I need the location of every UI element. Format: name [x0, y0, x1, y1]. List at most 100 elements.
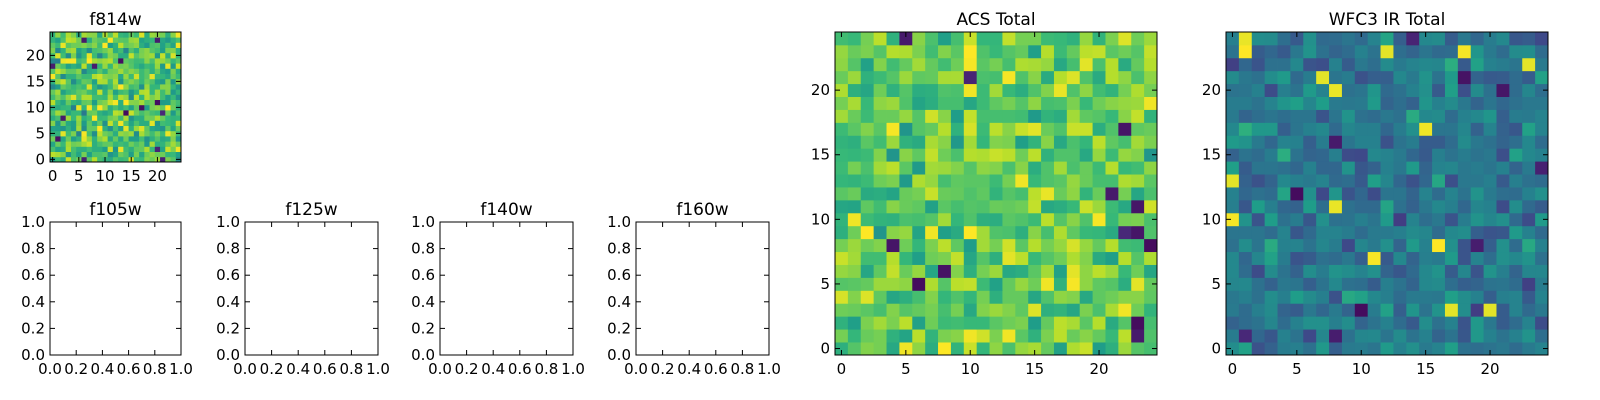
heatmap-cell	[1303, 212, 1317, 227]
heatmap-cell	[1144, 122, 1158, 136]
heatmap-cell	[154, 78, 161, 85]
heatmap-cell	[1432, 148, 1446, 162]
heatmap-cell	[963, 135, 978, 149]
heatmap-cell	[165, 141, 171, 147]
heatmap-cell	[65, 37, 72, 43]
heatmap-cell	[873, 264, 887, 278]
heatmap-cell	[112, 104, 119, 111]
heatmap-cell	[1354, 161, 1369, 175]
heatmap-cell	[1393, 187, 1407, 201]
heatmap-cell	[1238, 290, 1253, 304]
heatmap-cell	[55, 130, 61, 137]
heatmap-cell	[1380, 264, 1394, 278]
heatmap-cell	[1419, 187, 1433, 201]
heatmap-cell	[1522, 199, 1536, 214]
heatmap-cell	[149, 125, 156, 132]
heatmap-cell	[86, 37, 93, 43]
axes-frame	[49, 31, 182, 163]
heatmap-cell	[1002, 57, 1016, 72]
heatmap-cell	[1341, 238, 1356, 253]
y-tick-label: 15	[1202, 146, 1221, 164]
x-tick-label: 0.0	[428, 360, 452, 378]
heatmap-cell	[65, 99, 72, 106]
heatmap-cell	[175, 115, 182, 121]
heatmap-cell	[165, 130, 171, 137]
heatmap-cell	[1053, 96, 1068, 110]
heatmap-cell	[1041, 187, 1055, 201]
heatmap-cell	[1329, 225, 1343, 240]
heatmap-cell	[938, 109, 952, 123]
heatmap-cell	[97, 136, 103, 142]
heatmap-cell	[835, 199, 849, 214]
heatmap-cell	[1380, 199, 1394, 214]
heatmap-cell	[91, 141, 98, 147]
heatmap-cell	[925, 122, 939, 136]
heatmap-cell	[1028, 135, 1042, 149]
heatmap-cell	[1277, 148, 1291, 162]
heatmap-cell	[107, 94, 114, 100]
heatmap-cell	[950, 199, 965, 214]
heatmap-cell	[1118, 174, 1132, 188]
heatmap-cell	[1367, 277, 1381, 291]
heatmap-cell	[847, 316, 862, 330]
heatmap-cell	[1354, 225, 1369, 240]
heatmap-cell	[81, 68, 88, 74]
heatmap-cell	[1118, 148, 1132, 162]
heatmap-cell	[989, 44, 1003, 59]
heatmap-cell	[1483, 187, 1497, 201]
heatmap-cell	[1041, 225, 1055, 240]
heatmap-cell	[1380, 135, 1394, 149]
heatmap-cell	[835, 238, 849, 253]
heatmap-cell	[1444, 290, 1459, 304]
heatmap-cell	[1470, 303, 1484, 317]
y-tick-label: 0	[35, 150, 45, 168]
heatmap-cell	[154, 120, 161, 126]
heatmap-cell	[1496, 44, 1510, 59]
heatmap-cell	[1303, 57, 1317, 72]
heatmap-cell	[1144, 135, 1158, 149]
heatmap-cell	[1432, 174, 1446, 188]
heatmap-cell	[1329, 303, 1343, 317]
heatmap-cell	[139, 136, 145, 142]
heatmap-cell	[112, 42, 119, 48]
heatmap-cell	[1496, 70, 1510, 85]
heatmap-cell	[1144, 342, 1158, 356]
heatmap-cell	[1393, 96, 1407, 110]
heatmap-cell	[1341, 342, 1356, 356]
heatmap-cell	[1264, 161, 1278, 175]
heatmap-cell	[1354, 303, 1369, 317]
heatmap-cell	[154, 47, 161, 54]
heatmap-cell	[1028, 212, 1042, 227]
heatmap-cell	[976, 277, 990, 291]
heatmap-cell	[102, 146, 109, 152]
heatmap-cell	[860, 290, 875, 304]
heatmap-cell	[55, 120, 61, 126]
heatmap-cell	[873, 57, 887, 72]
heatmap-cell	[139, 151, 145, 158]
heatmap-cells	[50, 32, 182, 163]
heatmap-cell	[133, 89, 140, 95]
heatmap-cell	[144, 68, 150, 74]
heatmap-cell	[950, 109, 965, 123]
heatmap-cell	[925, 225, 939, 240]
heatmap-cell	[1432, 238, 1446, 253]
heatmap-cell	[50, 47, 56, 54]
heatmap-cell	[97, 32, 103, 38]
heatmap-cell	[1341, 290, 1356, 304]
heatmap-cell	[97, 63, 103, 69]
heatmap-cell	[1496, 316, 1510, 330]
heatmap-cell	[1290, 187, 1304, 201]
heatmap-cell	[1028, 342, 1042, 356]
heatmap-cell	[1251, 264, 1266, 278]
heatmap-cell	[1354, 277, 1369, 291]
heatmap-cell	[1406, 83, 1420, 97]
heatmap-cell	[1354, 32, 1369, 46]
x-tick-label: 15	[122, 167, 141, 185]
y-tick-label: 5	[35, 124, 45, 142]
heatmap-cell	[1341, 329, 1356, 343]
heatmap-cell	[65, 104, 72, 111]
heatmap-cell	[1341, 32, 1356, 46]
heatmap-cell	[963, 57, 978, 72]
heatmap-cell	[160, 78, 166, 85]
